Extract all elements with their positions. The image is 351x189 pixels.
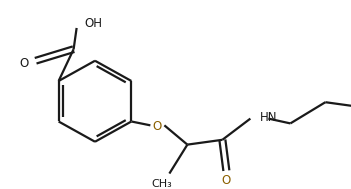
Text: HN: HN <box>260 111 278 124</box>
Text: CH₃: CH₃ <box>151 179 172 189</box>
Text: OH: OH <box>85 17 102 30</box>
Text: O: O <box>153 120 162 133</box>
Text: O: O <box>222 174 231 187</box>
Text: O: O <box>19 57 29 70</box>
